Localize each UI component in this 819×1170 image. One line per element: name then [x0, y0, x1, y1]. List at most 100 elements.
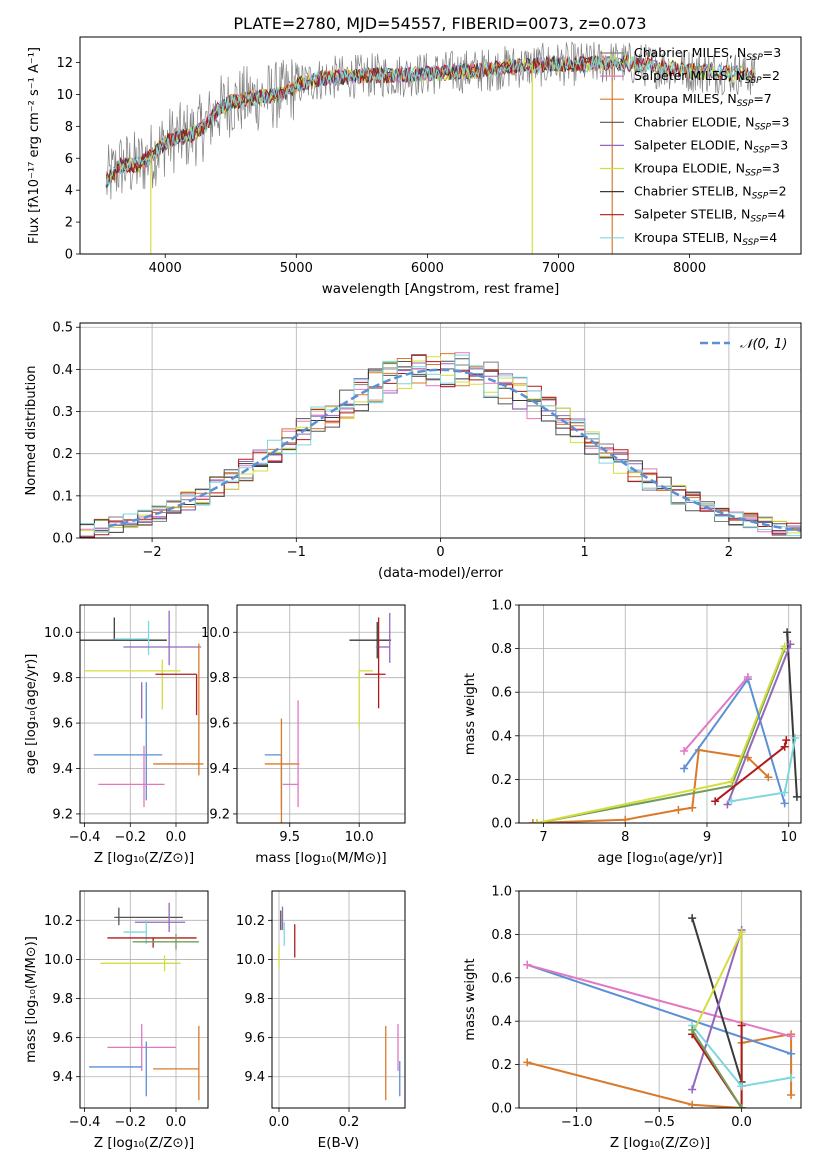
x-tick-label: 8000	[673, 261, 706, 276]
errorbar	[93, 682, 163, 801]
weight-marker	[723, 800, 732, 809]
x-tick-label: 0	[436, 545, 444, 560]
weight-line	[536, 646, 786, 823]
legend-entry: Chabrier MILES, NSSP=3	[634, 45, 781, 63]
spectrum-model-line	[105, 55, 756, 183]
legend-tail: =3	[762, 161, 780, 176]
residual-histogram	[80, 354, 801, 537]
y-axis-label: Normed distribution	[24, 366, 39, 496]
weight-marker	[680, 747, 689, 756]
y-tick-label: 0.1	[52, 489, 73, 504]
legend-tail: =2	[762, 68, 780, 83]
errorbar	[282, 700, 299, 808]
y-tick-label: 0.2	[491, 773, 512, 788]
weight-marker	[737, 1082, 746, 1091]
y-tick-label: 0.4	[52, 363, 73, 378]
legend-entry: Salpeter STELIB, NSSP=4	[634, 207, 785, 225]
x-tick-label: −0.2	[114, 1115, 146, 1130]
axes-frame	[236, 604, 406, 824]
errorbar	[80, 617, 167, 641]
legend-label: Salpeter MILES, N	[634, 68, 745, 83]
legend-sub: SSP	[750, 215, 767, 225]
weight-marker	[737, 1021, 746, 1030]
legend-tail: =3	[763, 45, 781, 60]
legend-label: Kroupa ELODIE, N	[634, 161, 745, 176]
weight-marker	[674, 805, 683, 814]
y-tick-label: 10	[56, 88, 73, 103]
errorbar	[98, 745, 165, 808]
y-tick-label: 0.0	[52, 532, 73, 547]
plot-area	[105, 41, 756, 254]
y-tick-label: 10.0	[201, 626, 230, 641]
legend-sub: SSP	[746, 53, 763, 63]
legend-sub: SSP	[745, 169, 762, 179]
y-tick-label: 6	[65, 152, 73, 167]
y-tick-label: 9.4	[244, 1070, 265, 1085]
x-tick-label: 9.5	[279, 830, 300, 845]
y-tick-label: 2	[65, 216, 73, 231]
y-tick-label: 9.6	[52, 1031, 73, 1046]
y-tick-label: 9.4	[209, 762, 230, 777]
legend-entry: Kroupa MILES, NSSP=7	[634, 91, 772, 109]
chart-mass_vs_z: −0.4 −0.2 0.0 9.4 9.6 9.8 10.0 10.2 Z [log₁₀(Z/Z…	[24, 890, 209, 1151]
weight-marker	[523, 1058, 532, 1067]
legend-entry: Salpeter ELODIE, NSSP=3	[634, 137, 788, 155]
weight-marker	[528, 819, 537, 823]
y-tick-label: 0.0	[491, 817, 512, 832]
x-tick-label: 2	[725, 545, 733, 560]
weight-marker	[621, 815, 630, 823]
plot-area	[528, 628, 801, 823]
legend-entry: Chabrier STELIB, NSSP=2	[634, 184, 787, 202]
weight-marker	[791, 733, 800, 742]
x-tick-label: 1	[581, 545, 589, 560]
x-axis-label: wavelength [Angstrom, rest frame]	[322, 281, 560, 297]
weight-marker	[737, 928, 746, 937]
x-tick-label: 8	[621, 830, 629, 845]
chart-weight_vs_age: 7 8 9 10 0.0 0.2 0.4 0.6 0.8 1.0 age [log₁₀(age/yr…	[463, 599, 802, 866]
errorbar	[349, 622, 392, 659]
y-tick-label: 0.4	[491, 729, 512, 744]
errorbar	[114, 620, 150, 655]
weight-marker	[786, 640, 795, 649]
errorbar	[107, 937, 197, 948]
weight-marker	[787, 1090, 796, 1099]
y-tick-label: 0.8	[491, 642, 512, 657]
y-tick-label: 0.0	[491, 1102, 512, 1117]
y-tick-label: 12	[56, 56, 73, 71]
weight-marker	[783, 628, 792, 637]
y-tick-label: 9.8	[244, 992, 265, 1007]
y-tick-label: 10.0	[236, 953, 265, 968]
weight-marker	[688, 914, 697, 923]
legend-label: Chabrier STELIB, N	[634, 184, 752, 199]
x-axis-label: Z [log₁₀(Z/Z⊙)]	[94, 1135, 194, 1151]
weight-line	[691, 929, 743, 1090]
normal-curve	[108, 368, 801, 532]
weight-marker	[780, 742, 789, 751]
chart-spectrum: 4000 5000 6000 7000 8000 0 2 4 6 8 10 12 wavelength …	[27, 36, 802, 297]
legend-tail: =7	[753, 91, 771, 106]
x-axis-label: Z [log₁₀(Z/Z⊙)]	[94, 850, 194, 866]
charts-layer: 4000 5000 6000 7000 8000024681012wavelength …	[24, 36, 802, 1151]
errorbar	[107, 1023, 176, 1071]
weight-marker	[680, 764, 689, 773]
weight-line	[691, 917, 743, 1087]
y-tick-label: 0.2	[491, 1058, 512, 1073]
x-tick-label: 9	[703, 830, 711, 845]
x-tick-label: 6000	[411, 261, 444, 276]
legend-sub: SSP	[754, 122, 771, 132]
errorbar	[123, 920, 147, 944]
errorbar	[134, 902, 186, 933]
weight-marker	[737, 1104, 746, 1108]
y-tick-label: 8	[65, 120, 73, 135]
legend-entry: Kroupa ELODIE, NSSP=3	[634, 161, 780, 179]
y-tick-label: 0.8	[491, 928, 512, 943]
weight-line	[526, 963, 792, 1038]
legend-label: Chabrier ELODIE, N	[634, 114, 754, 129]
x-tick-label: 0.0	[269, 1115, 290, 1130]
errorbar	[132, 934, 199, 950]
weight-marker	[792, 792, 801, 801]
errorbar	[153, 1025, 200, 1101]
x-tick-label: −0.4	[69, 1115, 101, 1130]
legend-tail: =4	[759, 230, 777, 245]
